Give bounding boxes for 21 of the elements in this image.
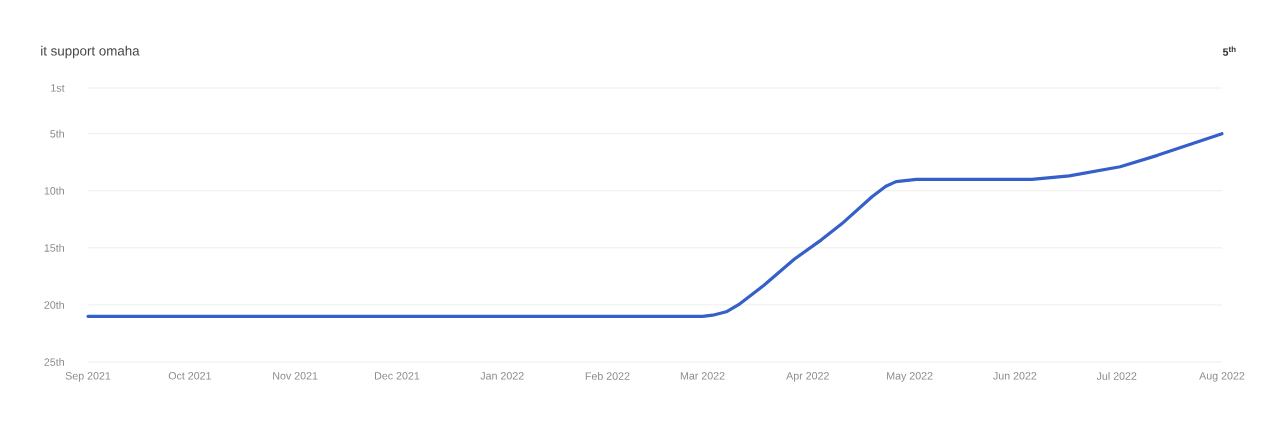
x-tick-label: Apr 2022 [786, 372, 829, 382]
line-series [86, 132, 1224, 318]
x-tick-label: Jun 2022 [993, 372, 1037, 380]
y-tick-label: 15th [44, 243, 64, 252]
y-tick-label: 10th [44, 186, 64, 195]
x-tick-label: Jan 2022 [480, 372, 524, 380]
y-tick-label: 20th [44, 300, 64, 309]
x-tick-label: May 2022 [887, 372, 933, 382]
text: 5$^{th}$ [1222, 46, 1236, 56]
x-tick-label: Oct 2021 [168, 372, 211, 380]
y-tick-label: 5th [50, 129, 64, 138]
chart-title: it support omaha [41, 45, 140, 59]
x-tick-label: Feb 2022 [585, 372, 630, 380]
x-tick-label: Mar 2022 [680, 372, 725, 380]
x-tick-label: Aug 2022 [1199, 372, 1245, 382]
x-tick-label: Nov 2021 [273, 372, 318, 380]
x-tick-label: Dec 2021 [375, 372, 420, 380]
y-tick-label: 1st [51, 84, 65, 92]
x-tick-label: Sep 2021 [65, 372, 111, 382]
y-tick-label: 25th [44, 358, 64, 366]
x-tick-label: Jul 2022 [1096, 372, 1137, 380]
